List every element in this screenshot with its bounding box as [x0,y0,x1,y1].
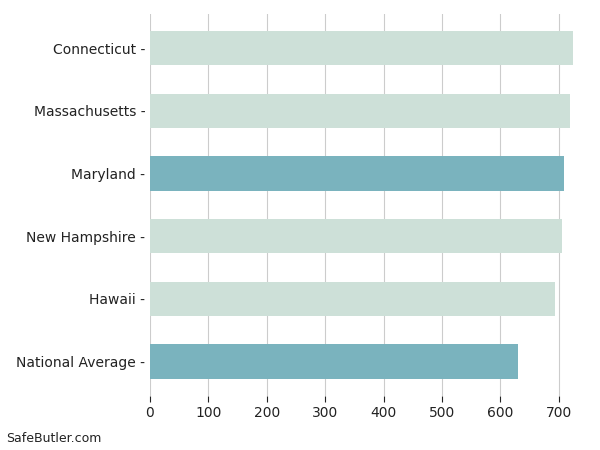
Bar [150,31,573,65]
Bar [150,282,554,316]
Text: SafeButler.com: SafeButler.com [6,432,101,446]
Bar [150,94,571,128]
Bar [150,219,562,253]
Bar [150,344,518,378]
Bar [150,156,565,191]
